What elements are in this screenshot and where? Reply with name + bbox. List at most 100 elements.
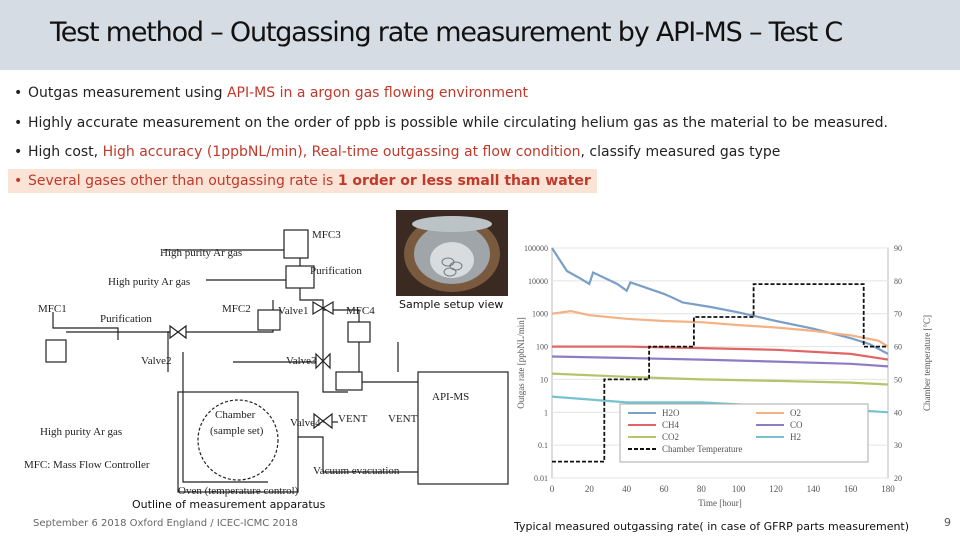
mfc4-box <box>347 321 371 343</box>
mfc3-box <box>283 229 309 259</box>
x-tick-label: 120 <box>769 484 783 494</box>
legend-label: O2 <box>790 408 801 418</box>
label-valve1: Valve1 <box>278 305 309 317</box>
valve1-icon <box>312 300 334 316</box>
label-chamber: Chamber <box>215 409 256 421</box>
bullet-text-highlight: High accuracy (1ppbNL/min), Real-time ou… <box>102 144 581 160</box>
chart-caption: Typical measured outgassing rate( in cas… <box>514 520 910 533</box>
x-tick-label: 100 <box>732 484 746 494</box>
label-oven: Oven (temperature control) <box>178 485 299 497</box>
sample-photo <box>396 210 508 296</box>
y-tick-label: 0.01 <box>534 474 548 483</box>
chamber-circle <box>197 399 279 481</box>
label-purification-left: Purification <box>100 313 152 325</box>
bullet-text-highlight: Several gases other than outgassing rate… <box>28 173 338 189</box>
oven-box <box>177 391 299 493</box>
x-tick-label: 140 <box>807 484 821 494</box>
label-ar-3: High purity Ar gas <box>40 426 122 438</box>
footer-text: September 6 2018 Oxford England / ICEC-I… <box>33 518 298 529</box>
label-mfc1: MFC1 <box>38 303 67 315</box>
label-vent-1: VENT <box>338 413 368 425</box>
bullet-dot-icon: • <box>14 173 23 189</box>
bullet-text-bold: 1 order or less small than water <box>337 173 591 189</box>
legend-label: H2O <box>662 408 680 418</box>
series-line-3 <box>551 355 889 368</box>
label-sample-set: (sample set) <box>210 425 264 437</box>
label-mfc4: MFC4 <box>346 305 375 317</box>
y2-tick-label: 80 <box>894 277 902 286</box>
series-line-1 <box>551 309 889 348</box>
series-line-4 <box>551 372 889 386</box>
valve3-box <box>335 371 363 391</box>
bullet-text: Highly accurate measurement on the order… <box>28 115 888 131</box>
label-ar-2: High purity Ar gas <box>108 276 190 288</box>
apparatus-diagram: MFC3 High purity Ar gas Purification Hig… <box>24 229 509 497</box>
bullet-text: High cost, <box>28 144 103 160</box>
y2-tick-label: 70 <box>894 310 902 319</box>
bullet-dot-icon: • <box>14 85 23 101</box>
label-purification-top: Purification <box>310 265 362 277</box>
y2-tick-label: 60 <box>894 343 902 352</box>
y-tick-label: 0.1 <box>538 441 548 450</box>
mfc1-box <box>45 339 67 363</box>
bullet-text: Outgas measurement using <box>28 85 227 101</box>
label-valve3: Valve3 <box>286 355 317 367</box>
bullet-item-highlighted: • Several gases other than outgassing rat… <box>8 169 597 193</box>
valve2-icon <box>169 324 187 340</box>
legend-label: H2 <box>790 432 801 442</box>
label-api-ms: API-MS <box>432 391 469 403</box>
y-tick-label: 1000 <box>532 310 548 319</box>
y2-tick-label: 20 <box>894 474 902 483</box>
x-axis-label: Time [hour] <box>698 498 741 508</box>
api-ms-box <box>417 371 509 485</box>
slide-title: Test method – Outgassing rate measuremen… <box>50 17 843 48</box>
legend-label: CO2 <box>662 432 679 442</box>
diagram-caption: Outline of measurement apparatus <box>132 498 326 511</box>
y2-tick-label: 40 <box>894 408 902 417</box>
legend-label: CH4 <box>662 420 680 430</box>
mfc2-box <box>257 309 281 331</box>
outgassing-chart: 0.010.1110100100010000100000203040506070… <box>516 244 932 508</box>
y-tick-label: 1 <box>544 408 548 417</box>
x-tick-label: 180 <box>881 484 895 494</box>
x-tick-label: 20 <box>585 484 595 494</box>
label-vent-2: VENT <box>388 413 418 425</box>
y-tick-label: 10000 <box>528 277 548 286</box>
y2-tick-label: 90 <box>894 244 902 253</box>
y-axis-label: Outgas rate [ppbNL/min] <box>516 317 526 408</box>
bullet-dot-icon: • <box>14 144 23 160</box>
bullet-text-highlight: API-MS in a argon gas flowing environmen… <box>226 85 529 101</box>
series-line-2 <box>552 345 889 361</box>
series-line-0 <box>551 247 889 355</box>
x-tick-label: 160 <box>844 484 858 494</box>
photo-caption: Sample setup view <box>399 298 504 311</box>
y-tick-label: 100000 <box>524 244 548 253</box>
label-mfc3: MFC3 <box>312 229 341 241</box>
label-mfc2: MFC2 <box>222 303 251 315</box>
bullet-text: , classify measured gas type <box>580 144 781 160</box>
valve3-icon <box>315 352 331 370</box>
label-vacuum: Vacuum evacuation <box>313 465 400 477</box>
label-mfc-def: MFC: Mass Flow Controller <box>24 459 150 471</box>
label-valve2: Valve2 <box>141 355 172 367</box>
label-ar-1: High purity Ar gas <box>160 247 242 259</box>
series-line-6 <box>552 283 888 463</box>
x-tick-label: 80 <box>697 484 707 494</box>
bullet-item: • Outgas measurement using API-MS in a ar… <box>14 85 528 101</box>
legend-label: CO <box>790 420 803 430</box>
legend-label: Chamber Temperature <box>662 444 742 454</box>
bullet-item: • High cost, High accuracy (1ppbNL/min), … <box>14 144 780 160</box>
valve4-icon <box>313 412 333 430</box>
label-valve4: Valve4 <box>290 417 321 429</box>
bullet-item: • Highly accurate measurement on the orde… <box>14 115 888 131</box>
y2-tick-label: 30 <box>894 441 902 450</box>
x-tick-label: 40 <box>622 484 632 494</box>
page-number: 9 <box>944 516 951 529</box>
y2-axis-label: Chamber temperature [°C] <box>922 315 932 411</box>
chart-legend <box>619 403 869 463</box>
x-tick-label: 60 <box>660 484 670 494</box>
title-bar: Test method – Outgassing rate measuremen… <box>0 0 960 70</box>
bullet-dot-icon: • <box>14 115 23 131</box>
y-tick-label: 10 <box>540 375 548 384</box>
y-tick-label: 100 <box>536 343 548 352</box>
